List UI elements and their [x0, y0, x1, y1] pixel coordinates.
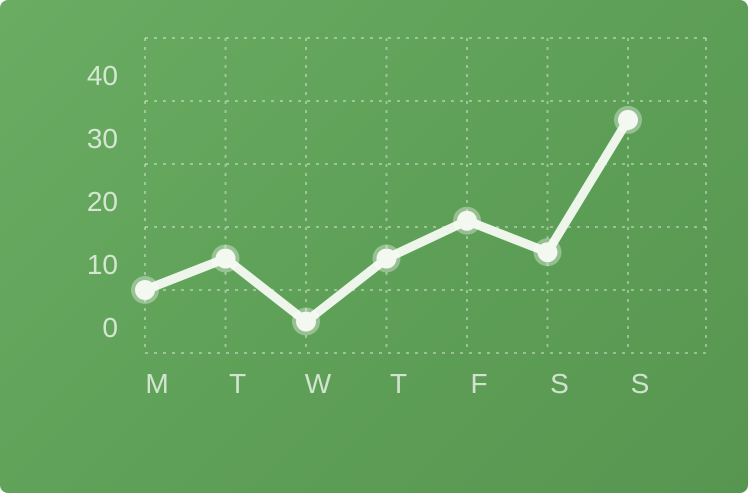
x-tick-label: S: [550, 368, 569, 399]
y-tick-label: 40: [87, 60, 118, 91]
y-tick-label: 0: [102, 312, 118, 343]
data-point: [215, 248, 236, 269]
x-tick-label: T: [229, 368, 246, 399]
grid: [144, 37, 707, 354]
data-point: [376, 248, 397, 269]
series-layer: [131, 105, 642, 336]
x-tick-label: F: [470, 368, 487, 399]
y-axis: 0 10 20 30 40: [87, 60, 118, 343]
x-tick-label: M: [145, 368, 168, 399]
data-point: [457, 210, 477, 231]
y-tick-label: 20: [87, 186, 118, 217]
data-point: [618, 109, 638, 130]
y-tick-label: 10: [87, 249, 118, 280]
x-tick-label: S: [631, 368, 650, 399]
x-tick-label: T: [390, 368, 407, 399]
data-point: [135, 280, 155, 300]
data-point: [537, 242, 558, 263]
y-tick-label: 30: [87, 123, 118, 154]
data-point: [296, 311, 316, 332]
x-tick-label: W: [305, 368, 332, 399]
